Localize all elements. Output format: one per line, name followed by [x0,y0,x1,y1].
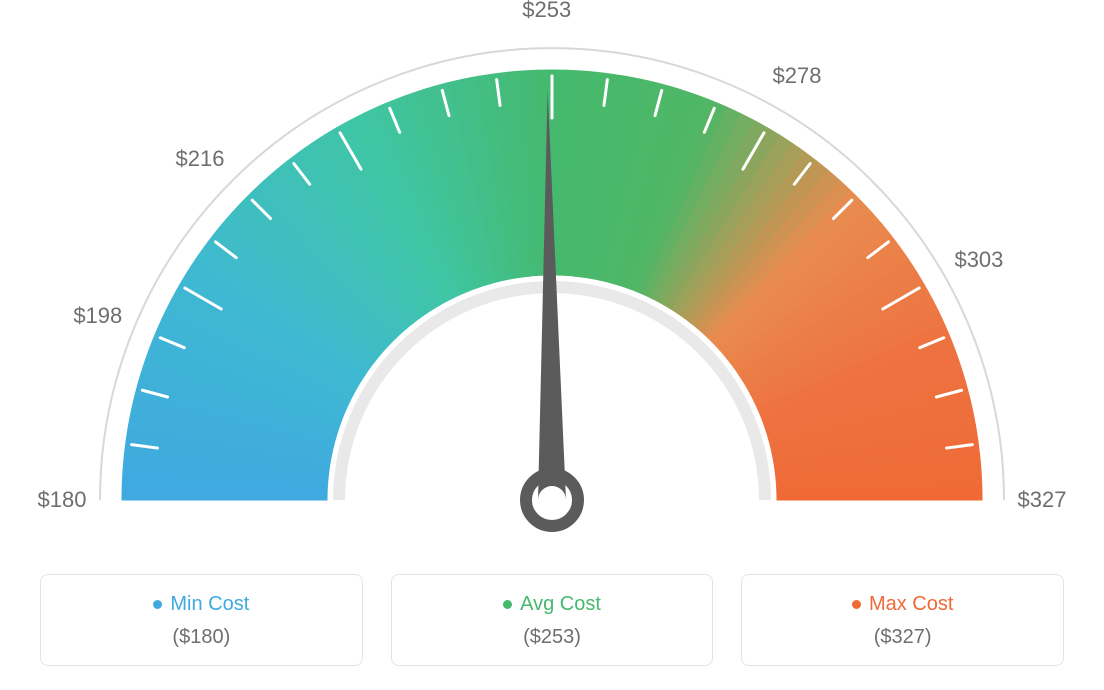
legend-card-min: Min Cost ($180) [40,574,363,666]
legend-value-max: ($327) [752,626,1053,649]
gauge-svg [0,0,1104,570]
legend-title-text: Max Cost [869,593,953,616]
gauge-tick-label: $180 [38,487,87,513]
legend-title-min: Min Cost [153,593,249,616]
legend-title-avg: Avg Cost [503,593,601,616]
legend-title-max: Max Cost [852,593,953,616]
gauge-needle-hub-inner [538,486,566,514]
dot-icon [852,600,861,609]
legend-row: Min Cost ($180) Avg Cost ($253) Max Cost… [40,574,1064,666]
legend-card-max: Max Cost ($327) [741,574,1064,666]
cost-gauge: $180 $198 $216 $253 $278 $303 $327 [0,0,1104,570]
dot-icon [153,600,162,609]
gauge-tick-label: $303 [954,247,1003,273]
gauge-tick-label: $327 [1018,487,1067,513]
dot-icon [503,600,512,609]
legend-value-avg: ($253) [402,626,703,649]
gauge-tick-label: $253 [522,0,571,23]
gauge-tick-label: $278 [773,63,822,89]
legend-title-text: Avg Cost [520,593,601,616]
legend-card-avg: Avg Cost ($253) [391,574,714,666]
gauge-tick-label: $216 [176,146,225,172]
gauge-tick-label: $198 [73,303,122,329]
legend-value-min: ($180) [51,626,352,649]
legend-title-text: Min Cost [170,593,249,616]
